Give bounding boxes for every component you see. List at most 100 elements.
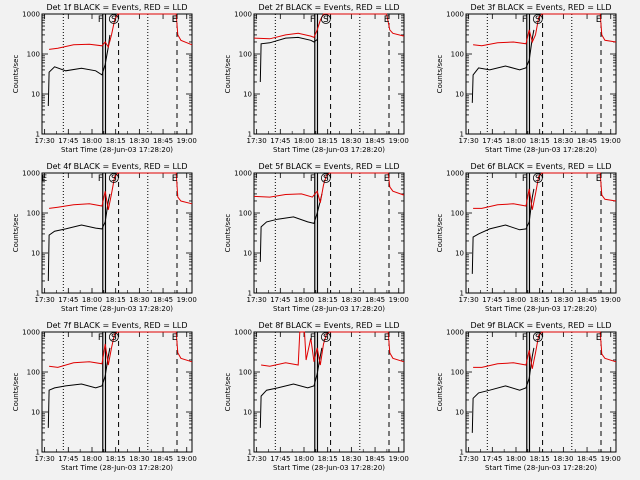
x-tick-label: 17:45	[58, 296, 78, 304]
y-tick-label: 10	[243, 250, 252, 258]
lld-series-line	[49, 331, 193, 368]
x-tick-label: 18:45	[153, 137, 173, 145]
x-tick-label: 18:45	[577, 455, 597, 463]
y-tick-label: 100	[27, 369, 40, 377]
chart-panel-1: Det 1f BLACK = Events, RED = LLD 1 10 100 10…	[12, 3, 197, 154]
x-tick-label: 18:30	[553, 455, 573, 463]
y-axis-label: Counts/sec	[12, 55, 20, 94]
y-tick-label: 1	[36, 449, 40, 457]
y-tick-label: 1	[248, 131, 252, 139]
event-marker-label: F	[522, 333, 527, 343]
chart-panel-6: Det 6f BLACK = Events, RED = LLD 1 10 100 10…	[436, 162, 621, 313]
chart-panel-9: Det 9f BLACK = Events, RED = LLD 1 10 100 10…	[436, 321, 621, 472]
event-marker-label: E	[384, 15, 390, 25]
event-marker-label: F	[310, 333, 315, 343]
event-marker-label: S	[323, 15, 329, 25]
x-tick-label: 18:15	[318, 296, 338, 304]
x-tick-label: 18:45	[577, 296, 597, 304]
y-tick-label: 1000	[446, 329, 464, 337]
y-tick-label: 1000	[22, 170, 40, 178]
plot-frame	[465, 331, 617, 453]
y-axis-label: Counts/sec	[436, 55, 444, 94]
chart-panel-3: Det 3f BLACK = Events, RED = LLD 1 10 100 10…	[436, 3, 621, 154]
y-tick-label: 10	[455, 250, 464, 258]
lld-series-line	[473, 172, 617, 210]
x-tick-label: 18:45	[365, 296, 385, 304]
y-tick-label: 1000	[234, 11, 252, 19]
x-axis-label: Start Time (28-Jun-03 17:28:20)	[485, 146, 597, 154]
x-tick-label: 18:15	[530, 137, 550, 145]
x-tick-label: 19:00	[177, 296, 197, 304]
x-tick-label: 18:00	[82, 137, 102, 145]
lld-series-line	[253, 13, 405, 40]
lld-series-line	[473, 13, 617, 47]
event-marker-label: F	[310, 174, 315, 184]
x-tick-label: 19:00	[389, 455, 409, 463]
event-marker-ring	[320, 173, 331, 183]
x-tick-label: 17:45	[270, 296, 290, 304]
plot-frame	[253, 331, 405, 453]
chart-panel-8: Det 8f BLACK = Events, RED = LLD 1 10 100 10…	[224, 321, 409, 472]
event-marker-ring	[320, 14, 331, 24]
x-axis-label: Start Time (28-Jun-03 17:28:20)	[273, 464, 385, 472]
y-tick-label: 10	[243, 91, 252, 99]
plot-frame	[465, 172, 617, 294]
y-tick-label: 10	[31, 409, 40, 417]
x-tick-label: 17:30	[35, 137, 55, 145]
y-axis-label: Counts/sec	[436, 373, 444, 412]
plot-frame	[41, 13, 193, 135]
y-tick-label: 10	[31, 250, 40, 258]
events-series-line	[47, 193, 111, 282]
event-marker-label: F	[522, 15, 527, 25]
x-tick-label: 17:45	[58, 455, 78, 463]
y-tick-label: 100	[239, 369, 252, 377]
events-series-line	[471, 347, 535, 433]
plot-frame	[41, 331, 193, 453]
x-tick-label: 18:45	[577, 137, 597, 145]
plot-frame	[41, 172, 193, 294]
y-tick-label: 1	[36, 290, 40, 298]
x-tick-label: 18:45	[153, 296, 173, 304]
event-marker-label: E	[596, 333, 602, 343]
y-tick-label: 1000	[446, 170, 464, 178]
chart-panel-4: Det 4f BLACK = Events, RED = LLD 1 10 100 10…	[12, 162, 197, 313]
x-tick-label: 19:00	[389, 296, 409, 304]
events-series-line	[259, 347, 323, 428]
event-marker-label: E	[384, 174, 390, 184]
x-tick-label: 18:15	[318, 137, 338, 145]
events-series-line	[259, 193, 323, 262]
chart-title: Det 2f BLACK = Events, RED = LLD	[258, 3, 399, 12]
x-tick-label: 18:00	[294, 296, 314, 304]
y-tick-label: 1000	[22, 11, 40, 19]
chart-title: Det 7f BLACK = Events, RED = LLD	[46, 321, 187, 330]
x-tick-label: 18:30	[341, 455, 361, 463]
x-axis-label: Start Time (28-Jun-03 17:28:20)	[61, 146, 173, 154]
chart-panel-7: Det 7f BLACK = Events, RED = LLD 1 10 100 10…	[12, 321, 197, 472]
event-marker-label: E	[172, 333, 178, 343]
chart-panel-5: Det 5f BLACK = Events, RED = LLD 1 10 100 10…	[224, 162, 409, 313]
x-tick-label: 18:00	[506, 296, 526, 304]
x-tick-label: 17:45	[58, 137, 78, 145]
y-tick-label: 100	[239, 51, 252, 59]
event-marker-label: E	[172, 15, 178, 25]
events-series-line	[471, 188, 535, 274]
y-tick-label: 1000	[22, 329, 40, 337]
events-series-line	[471, 29, 535, 103]
x-tick-label: 18:15	[530, 455, 550, 463]
x-tick-label: 18:00	[82, 455, 102, 463]
x-tick-label: 17:45	[270, 455, 290, 463]
event-marker-label: E	[596, 15, 602, 25]
lld-series-line	[473, 331, 617, 369]
event-marker-ring	[532, 173, 543, 183]
x-tick-label: 17:30	[35, 455, 55, 463]
y-tick-label: 1000	[234, 329, 252, 337]
chart-title: Det 5f BLACK = Events, RED = LLD	[258, 162, 399, 171]
y-tick-label: 1	[460, 131, 464, 139]
chart-title: Det 4f BLACK = Events, RED = LLD	[46, 162, 187, 171]
chart-title: Det 3f BLACK = Events, RED = LLD	[470, 3, 611, 12]
event-marker-label: F	[522, 174, 527, 184]
plot-frame	[465, 13, 617, 135]
event-marker-ring	[320, 332, 331, 342]
x-tick-label: 18:30	[553, 137, 573, 145]
